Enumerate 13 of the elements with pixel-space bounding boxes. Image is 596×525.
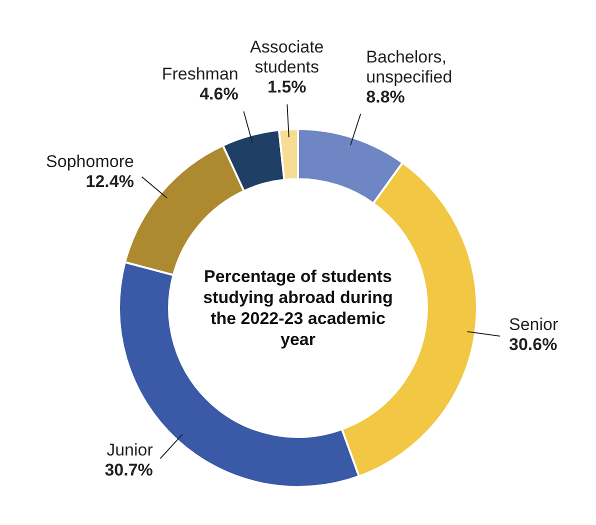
- data-label: 12.4%: [86, 172, 134, 191]
- data-label: 4.6%: [200, 84, 238, 104]
- data-label: 30.6%: [509, 334, 558, 354]
- slice-label: Freshman: [162, 64, 238, 84]
- slice-label: Senior: [509, 314, 558, 334]
- slice-label: Sophomore: [46, 152, 134, 171]
- slice-label: Bachelors, unspecified: [366, 47, 452, 86]
- slice-label: Junior: [106, 440, 154, 460]
- data-label: 1.5%: [268, 77, 306, 96]
- slice-label: Associate students: [250, 37, 324, 76]
- text: Percentage of students studying abroad during the 2022-23 academic year: [203, 266, 393, 351]
- data-label: 30.7%: [104, 460, 153, 480]
- data-label: 8.8%: [366, 87, 405, 106]
